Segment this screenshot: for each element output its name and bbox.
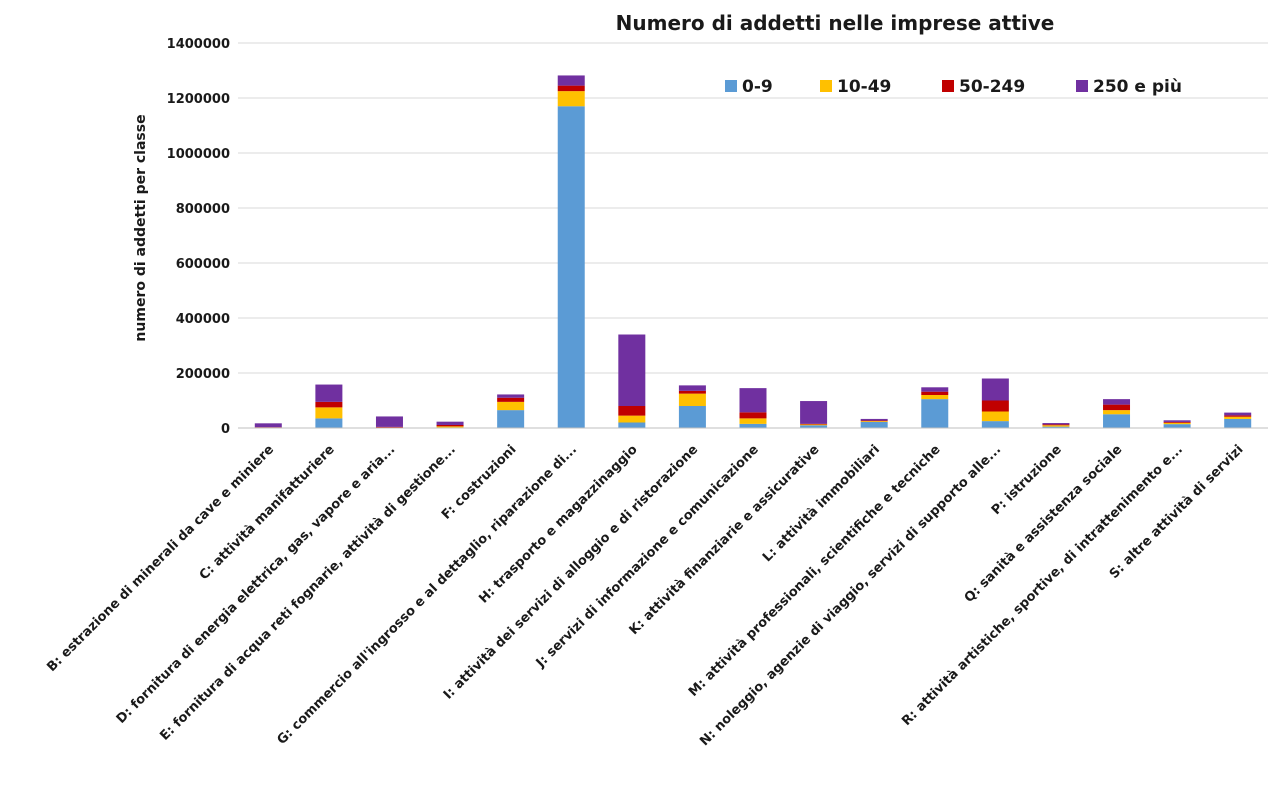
x-category-label: J: servizi di informazione e comunicazio… — [533, 442, 762, 671]
y-axis-label: numero di addetti per classe — [133, 114, 149, 341]
bar-segment — [1042, 424, 1070, 426]
bar-segment — [1042, 426, 1070, 428]
y-tick-label: 800000 — [176, 202, 230, 217]
bar-segment — [254, 423, 282, 428]
bar-segment — [921, 391, 949, 395]
y-tick-label: 0 — [221, 422, 230, 437]
x-axis-category-labels: B: estrazione di minerali da cave e mini… — [44, 442, 1246, 749]
chart-title: Numero di addetti nelle imprese attive — [616, 11, 1055, 35]
bar-segment — [921, 387, 949, 392]
bar-segment — [1224, 418, 1252, 428]
legend-label: 250 e più — [1093, 77, 1182, 97]
bar-segment — [1103, 410, 1131, 415]
y-tick-label: 1400000 — [167, 37, 230, 52]
bar-segment — [981, 378, 1009, 401]
legend-swatch — [942, 80, 954, 92]
x-category-label: L: attività immobiliari — [760, 442, 883, 565]
bar-segment — [678, 393, 706, 406]
bar-segment — [739, 423, 767, 428]
legend-label: 0-9 — [742, 77, 773, 97]
legend-swatch — [725, 80, 737, 92]
y-tick-label: 200000 — [176, 367, 230, 382]
bar-segment — [497, 410, 525, 428]
bar-segment — [921, 399, 949, 428]
x-category-label: N: noleggio, agenzie di viaggio, servizi… — [697, 442, 1004, 749]
bar-segment — [860, 420, 888, 422]
bar-segment — [436, 424, 464, 427]
x-category-label: G: commercio all'ingrosso e al dettaglio… — [274, 442, 580, 748]
bar-segment — [375, 426, 403, 428]
bar-segment — [618, 415, 646, 423]
x-category-label: E: fornitura di acqua reti fognarie, att… — [157, 442, 458, 743]
bar-segment — [860, 421, 888, 422]
y-axis-ticks: 0 200000 400000 600000 800000 1000000 1200000 1… — [167, 37, 230, 437]
bars — [254, 75, 1252, 428]
bar-segment — [800, 423, 828, 425]
bar-segment — [618, 334, 646, 406]
bar-segment — [436, 421, 464, 425]
x-category-label: B: estrazione di minerali da cave e mini… — [44, 442, 277, 675]
bar-segment — [497, 401, 525, 411]
bar-segment — [315, 401, 343, 408]
bar-segment — [739, 412, 767, 419]
bar-segment — [375, 416, 403, 427]
bar-segment — [1224, 415, 1252, 417]
bar-segment — [618, 406, 646, 416]
bar-segment — [1163, 422, 1191, 425]
bar-segment — [981, 421, 1009, 428]
bar-segment — [557, 85, 585, 92]
bar-segment — [860, 421, 888, 428]
y-tick-label: 400000 — [176, 312, 230, 327]
bar-segment — [497, 394, 525, 398]
bar-segment — [800, 425, 828, 428]
bar-segment — [1103, 404, 1131, 411]
x-category-label: R: attività artistiche, sportive, di int… — [899, 442, 1186, 729]
bar-segment — [800, 424, 828, 426]
bar-segment — [678, 385, 706, 391]
legend-label: 10-49 — [837, 77, 891, 97]
legend-swatch — [820, 80, 832, 92]
bar-segment — [981, 411, 1009, 422]
x-category-label: S: altre attività di servizi — [1107, 442, 1247, 582]
legend: 0-9 10-49 50-249 250 e più — [725, 77, 1182, 97]
bar-segment — [1163, 421, 1191, 423]
y-tick-label: 600000 — [176, 257, 230, 272]
gridlines — [238, 42, 1268, 374]
bar-segment — [860, 418, 888, 421]
bar-segment — [800, 401, 828, 424]
bar-segment — [739, 418, 767, 424]
y-tick-label: 1000000 — [167, 147, 230, 162]
legend-label: 50-249 — [959, 77, 1025, 97]
bar-segment — [1224, 416, 1252, 419]
bar-segment — [678, 390, 706, 394]
bar-segment — [981, 400, 1009, 412]
bar-segment — [618, 422, 646, 428]
bar-segment — [1103, 414, 1131, 428]
bar-segment — [436, 426, 464, 428]
bar-segment — [678, 406, 706, 428]
bar-segment — [1042, 425, 1070, 427]
y-tick-label: 1200000 — [167, 92, 230, 107]
bar-segment — [1042, 423, 1070, 425]
legend-swatch — [1076, 80, 1088, 92]
bar-segment — [557, 106, 585, 428]
bar-segment — [497, 397, 525, 402]
bar-segment — [1103, 399, 1131, 405]
x-category-label: D: fornitura di energia elettrica, gas, … — [114, 442, 399, 727]
bar-segment — [315, 418, 343, 428]
bar-segment — [1163, 424, 1191, 428]
bar-segment — [1224, 412, 1252, 416]
bar-segment — [315, 407, 343, 419]
bar-segment — [1163, 420, 1191, 422]
bar-segment — [315, 384, 343, 402]
bar-segment — [557, 75, 585, 86]
bar-segment — [557, 91, 585, 107]
bar-segment — [739, 388, 767, 413]
bar-segment — [921, 395, 949, 400]
